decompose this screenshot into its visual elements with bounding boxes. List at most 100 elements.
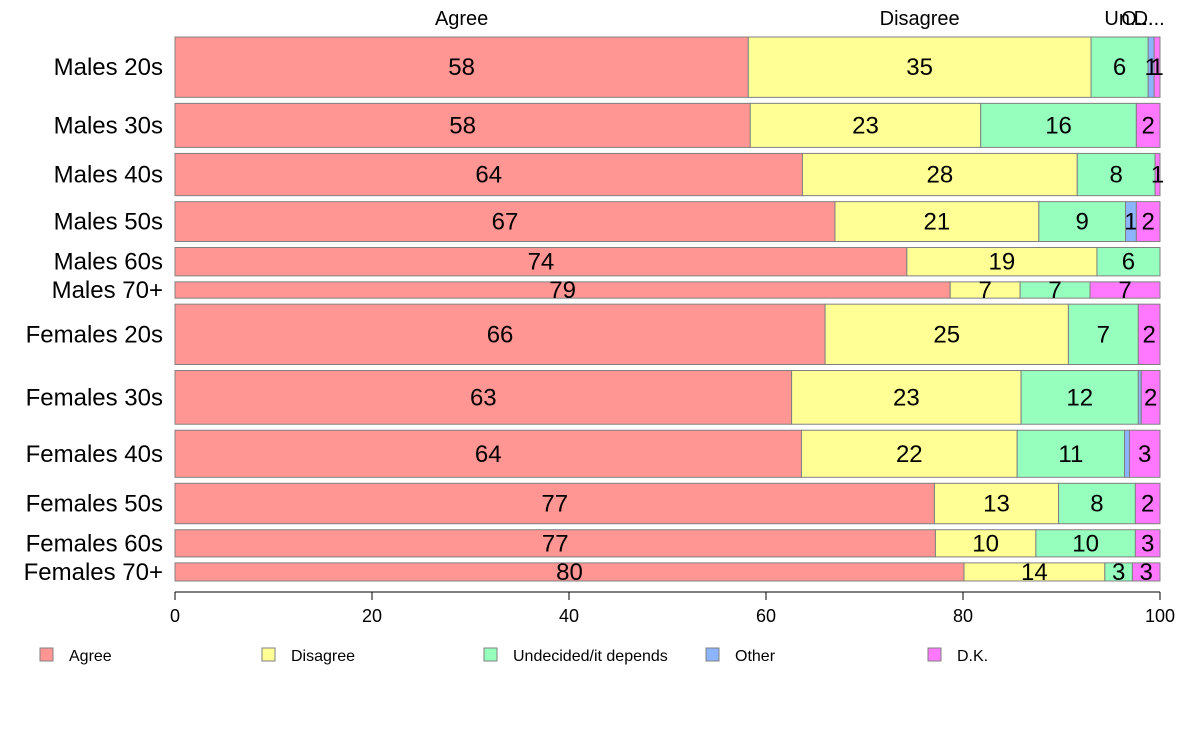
bar-segment-8-4 (1128, 429, 1161, 478)
data-label-11-1: 14 (1021, 559, 1048, 586)
legend-entry-2: Undecided/it depends (513, 648, 668, 665)
bar-segment-9-0 (174, 482, 935, 525)
bar-segment-3-1 (834, 201, 1040, 242)
legend-swatch-0 (39, 647, 54, 662)
data-label-11-4: 3 (1140, 559, 1153, 586)
bar-segment-4-0 (174, 246, 908, 277)
data-label-7-2: 12 (1066, 384, 1093, 411)
data-label-3-1: 21 (924, 209, 951, 236)
data-label-10-0: 77 (542, 530, 569, 557)
bar-segment-10-4 (1134, 529, 1161, 558)
data-label-11-2: 3 (1112, 559, 1125, 586)
bar-segment-6-0 (174, 303, 826, 366)
bar-segment-0-4 (1153, 36, 1161, 98)
data-label-7-4: 2 (1144, 384, 1157, 411)
category-label-9: Females 50s (26, 491, 163, 518)
bar-segment-7-0 (174, 370, 793, 425)
data-label-2-4: 1 (1151, 162, 1164, 189)
bar-segment-6-4 (1137, 303, 1161, 366)
bar-segment-7-2 (1020, 370, 1139, 425)
bar-segment-6-2 (1067, 303, 1139, 366)
bar-segment-11-4 (1131, 562, 1161, 582)
x-tick-label-2: 40 (559, 606, 579, 626)
top-label-1: Disagree (880, 8, 960, 30)
data-label-6-2: 7 (1097, 321, 1110, 348)
bar-segment-8-3 (1124, 429, 1130, 478)
data-label-0-4: 1 (1150, 54, 1163, 81)
bar-segment-6-1 (824, 303, 1069, 366)
data-label-1-4: 2 (1142, 112, 1155, 139)
data-label-6-0: 66 (487, 321, 514, 348)
data-label-9-4: 2 (1141, 491, 1154, 518)
data-label-5-1: 7 (978, 277, 991, 304)
top-label-4: D... (1134, 8, 1165, 30)
bar-segment-8-0 (174, 429, 802, 478)
data-label-8-2: 11 (1058, 441, 1083, 468)
data-label-9-1: 13 (983, 491, 1010, 518)
category-label-8: Females 40s (26, 441, 163, 468)
data-label-10-1: 10 (972, 530, 999, 557)
legend-entry-4: D.K. (957, 648, 988, 665)
x-tick-label-1: 20 (362, 606, 382, 626)
data-label-0-1: 35 (906, 54, 933, 81)
data-label-10-4: 3 (1141, 530, 1154, 557)
legend-entry-3: Other (735, 648, 776, 665)
bar-segment-9-4 (1134, 482, 1161, 525)
bar-segment-7-1 (791, 370, 1022, 425)
bar-segment-9-1 (933, 482, 1060, 525)
bar-segment-4-1 (906, 246, 1098, 277)
bar-segment-10-0 (174, 529, 936, 558)
data-label-4-2: 6 (1122, 249, 1135, 276)
data-label-0-2: 6 (1113, 54, 1126, 81)
category-label-6: Females 20s (26, 321, 163, 348)
x-tick-label-3: 60 (756, 606, 776, 626)
top-label-0: Agree (435, 8, 488, 30)
category-label-10: Females 60s (26, 530, 163, 557)
data-label-10-2: 10 (1072, 530, 1099, 557)
bar-segment-10-2 (1035, 529, 1136, 558)
data-label-4-0: 74 (528, 249, 555, 276)
data-label-2-1: 28 (927, 162, 954, 189)
bar-segment-0-0 (174, 36, 749, 98)
bar-segment-7-4 (1140, 370, 1161, 425)
data-label-8-4: 3 (1138, 441, 1151, 468)
legend-swatch-1 (261, 647, 276, 662)
bar-segment-1-0 (174, 102, 751, 148)
bar-segment-3-0 (174, 201, 836, 242)
x-tick-label-4: 80 (953, 606, 973, 626)
data-label-9-2: 8 (1090, 491, 1103, 518)
x-tick-label-5: 100 (1145, 606, 1175, 626)
top-label-3: O... (1121, 8, 1153, 30)
category-label-7: Females 30s (26, 384, 163, 411)
data-label-5-0: 79 (549, 277, 576, 304)
data-label-3-4: 2 (1142, 209, 1155, 236)
data-label-8-0: 64 (475, 441, 502, 468)
data-label-1-1: 23 (852, 112, 879, 139)
legend-entry-1: Disagree (291, 648, 355, 665)
bar-segment-1-4 (1135, 102, 1161, 148)
data-label-2-2: 8 (1109, 162, 1122, 189)
category-label-2: Males 40s (54, 162, 163, 189)
category-label-3: Males 50s (54, 209, 163, 236)
bar-segment-2-1 (801, 152, 1078, 197)
category-label-1: Males 30s (54, 112, 163, 139)
data-label-3-0: 67 (492, 209, 519, 236)
data-label-5-4: 7 (1118, 277, 1131, 304)
category-label-4: Males 60s (54, 249, 163, 276)
bar-segment-4-2 (1096, 246, 1161, 277)
data-label-0-0: 58 (448, 54, 475, 81)
data-label-8-1: 22 (896, 441, 923, 468)
bar-segment-0-2 (1090, 36, 1149, 98)
data-label-7-0: 63 (470, 384, 497, 411)
data-label-11-0: 80 (556, 559, 583, 586)
bar-segment-2-4 (1154, 152, 1161, 197)
data-label-3-2: 9 (1076, 209, 1089, 236)
category-label-0: Males 20s (54, 54, 163, 81)
bar-segment-1-1 (749, 102, 982, 148)
data-label-2-0: 64 (475, 162, 502, 189)
bar-segment-8-1 (800, 429, 1018, 478)
bar-segment-5-4 (1089, 281, 1161, 299)
data-label-3-3: 1 (1124, 209, 1137, 236)
legend-swatch-3 (705, 647, 720, 662)
data-label-1-0: 58 (449, 112, 476, 139)
